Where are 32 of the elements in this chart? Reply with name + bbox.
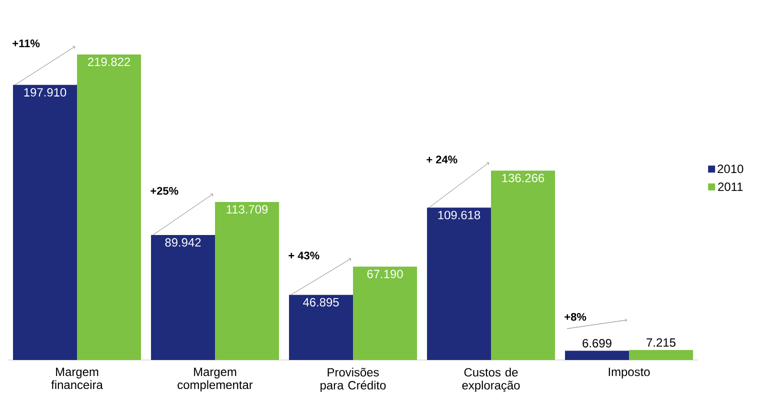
annotation: + 43% (288, 252, 320, 260)
data-label: 67.190 (367, 270, 403, 278)
bar (427, 208, 492, 360)
x-tick-label: Imposto (608, 368, 650, 378)
data-label: 46.895 (303, 298, 339, 306)
bar (565, 350, 630, 360)
legend-label: 2011 (718, 182, 743, 191)
x-tick-label: Custos de exploração (462, 368, 520, 392)
x-tick-label: Margem complementar (178, 368, 253, 392)
bar (77, 54, 142, 360)
bar (289, 294, 354, 360)
annotation: +8% (564, 313, 586, 321)
data-label: 109.618 (438, 210, 480, 220)
x-tick-label: Provisões para Crédito (320, 368, 386, 392)
data-label: 113.709 (226, 205, 268, 214)
annotation: + 24% (426, 156, 458, 164)
bar (151, 234, 216, 360)
bar (491, 170, 556, 360)
annotation: +25% (150, 186, 178, 195)
data-label: 6.699 (582, 339, 612, 348)
bar (215, 202, 280, 360)
x-tick-label: Margem financeira (51, 368, 103, 390)
data-label: 7.215 (646, 338, 676, 347)
text: +11% (12, 40, 40, 48)
data-label: 89.942 (165, 238, 201, 247)
legend-label: 2010 (718, 164, 744, 174)
bar (629, 350, 694, 360)
data-label: 219.822 (88, 58, 130, 66)
data-label: 136.266 (502, 174, 544, 182)
data-label: 197.910 (24, 88, 66, 97)
bar (13, 84, 78, 360)
bar (353, 266, 418, 360)
